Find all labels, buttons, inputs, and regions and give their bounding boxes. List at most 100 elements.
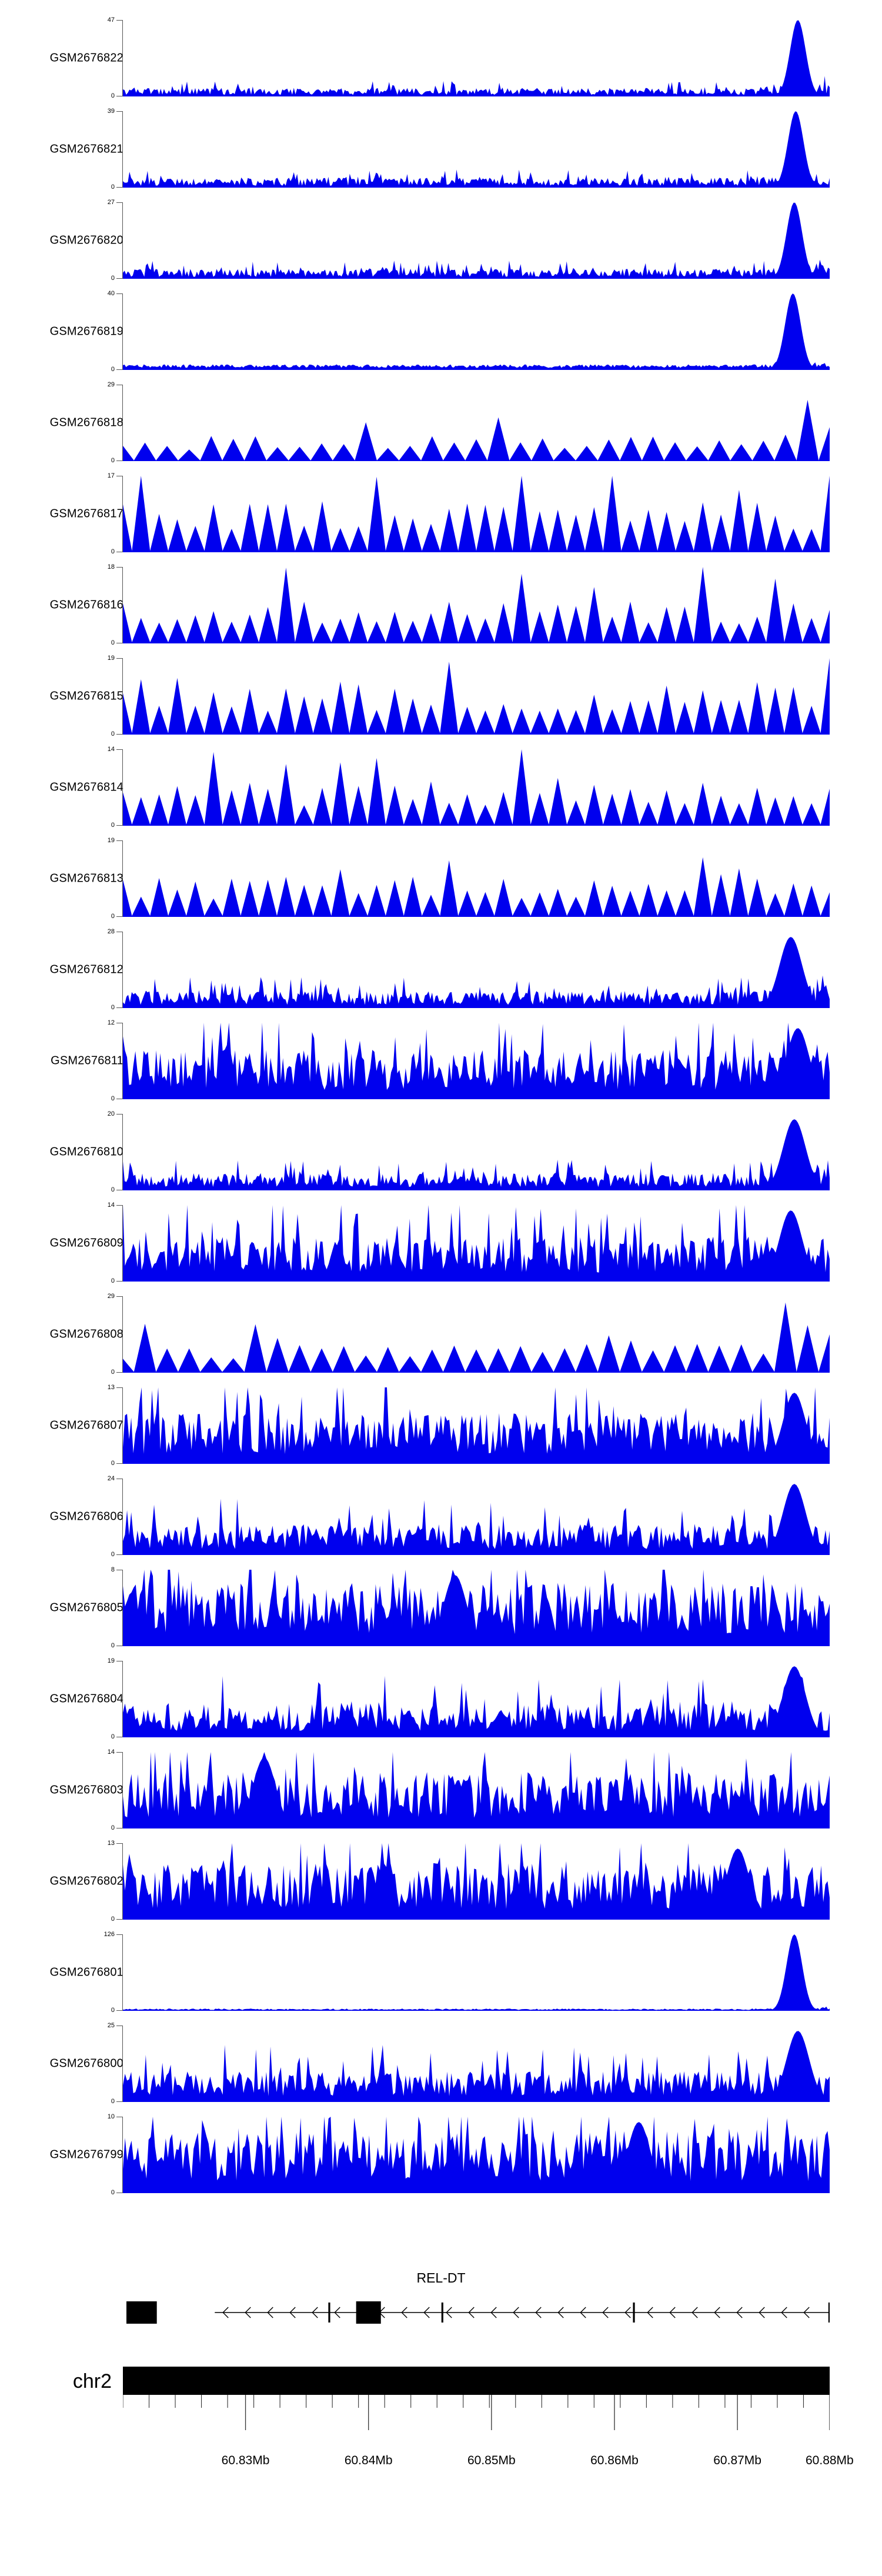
track-y-axis: 20 0 — [108, 1111, 123, 1193]
y-axis-min-label: 0 — [111, 2189, 115, 2196]
y-axis-max-label: 25 — [107, 2022, 115, 2029]
coverage-track[interactable]: GSM2676818 29 0 — [0, 381, 882, 464]
y-axis-min-tick — [116, 1372, 123, 1373]
coverage-plot[interactable] — [123, 2117, 830, 2193]
coverage-plot[interactable] — [123, 1296, 830, 1373]
track-y-axis: 19 0 — [108, 655, 123, 738]
coverage-plot[interactable] — [123, 2026, 830, 2102]
y-axis-min-label: 0 — [111, 1095, 115, 1102]
strand-arrow-left-icon — [446, 2307, 452, 2318]
y-axis-min-tick — [116, 916, 123, 917]
y-axis-min-label: 0 — [111, 730, 115, 738]
coverage-plot[interactable] — [123, 1661, 830, 1737]
coverage-track[interactable]: GSM2676811 12 0 — [0, 1020, 882, 1102]
coverage-plot[interactable] — [123, 1023, 830, 1099]
strand-arrow-left-icon — [803, 2307, 810, 2318]
coverage-track[interactable]: GSM2676820 27 0 — [0, 199, 882, 282]
track-sample-label: GSM2676815 — [49, 689, 123, 703]
coverage-plot[interactable] — [123, 1387, 830, 1464]
coverage-track[interactable]: GSM2676800 25 0 — [0, 2022, 882, 2105]
coverage-track[interactable]: GSM2676806 24 0 — [0, 1475, 882, 1558]
coverage-track[interactable]: GSM2676807 13 0 — [0, 1384, 882, 1467]
track-y-axis: 14 0 — [108, 1749, 123, 1831]
coverage-plot[interactable] — [123, 932, 830, 1008]
coverage-plot[interactable] — [123, 293, 830, 370]
coverage-plot[interactable] — [123, 1114, 830, 1190]
coverage-track[interactable]: GSM2676802 13 0 — [0, 1840, 882, 1923]
coverage-plot[interactable] — [123, 658, 830, 735]
track-sample-label: GSM2676809 — [49, 1236, 123, 1250]
gene-name-label: REL-DT — [416, 2270, 466, 2285]
coverage-track[interactable]: GSM2676808 29 0 — [0, 1293, 882, 1376]
track-sample-label: GSM2676812 — [49, 963, 123, 976]
y-axis-max-label: 19 — [107, 1657, 115, 1664]
y-axis-max-tick — [116, 202, 123, 203]
strand-arrow-left-icon — [669, 2307, 676, 2318]
coverage-track[interactable]: GSM2676821 39 0 — [0, 108, 882, 191]
coverage-track[interactable]: GSM2676812 28 0 — [0, 929, 882, 1011]
track-y-axis: 126 0 — [104, 1931, 123, 2014]
coverage-track[interactable]: GSM2676814 14 0 — [0, 746, 882, 829]
coverage-plot[interactable] — [123, 1479, 830, 1555]
coverage-track[interactable]: GSM2676816 18 0 — [0, 564, 882, 646]
strand-arrow-left-icon — [401, 2307, 407, 2318]
track-sample-label: GSM2676818 — [49, 416, 123, 429]
y-axis-min-label: 0 — [111, 1824, 115, 1831]
y-axis-max-label: 29 — [107, 381, 115, 388]
y-axis-max-tick — [116, 658, 123, 659]
track-y-axis: 12 0 — [108, 1020, 123, 1102]
y-axis-min-tick — [116, 1281, 123, 1282]
coverage-track[interactable]: GSM2676801 126 0 — [0, 1931, 882, 2014]
coverage-track[interactable]: GSM2676810 20 0 — [0, 1111, 882, 1193]
strand-arrow-left-icon — [267, 2307, 273, 2318]
y-axis-min-tick — [116, 2101, 123, 2102]
y-axis-max-label: 14 — [107, 1202, 115, 1209]
genomic-ruler: 60.83Mb 60.84Mb 60.85Mb 60.86Mb 60.87Mb 60.88… — [123, 2395, 854, 2489]
y-axis-min-tick — [116, 278, 123, 279]
gene-exon-block — [356, 2301, 381, 2324]
gene-model-track[interactable] — [123, 2295, 830, 2330]
gene-boundary-mark — [828, 2303, 830, 2323]
y-axis-max-label: 39 — [107, 108, 115, 115]
track-sample-label: GSM2676816 — [49, 598, 123, 612]
track-sample-label: GSM2676800 — [49, 2057, 123, 2070]
y-axis-min-label: 0 — [111, 913, 115, 920]
y-axis-min-label: 0 — [111, 1916, 115, 1923]
coverage-plot[interactable] — [123, 385, 830, 461]
y-axis-max-label: 19 — [107, 837, 115, 844]
coverage-track[interactable]: GSM2676817 17 0 — [0, 473, 882, 555]
y-axis-min-label: 0 — [111, 548, 115, 555]
genomic-axis-panel: chr2 60.83Mb 60.84Mb 60.85Mb 60.86Mb 60.87Mb… — [0, 2358, 882, 2494]
coverage-plot[interactable] — [123, 1205, 830, 1282]
coverage-track[interactable]: GSM2676804 19 0 — [0, 1657, 882, 1740]
coverage-plot[interactable] — [123, 567, 830, 643]
strand-arrow-left-icon — [781, 2307, 787, 2318]
coverage-track[interactable]: GSM2676805 8 0 — [0, 1567, 882, 1649]
coverage-plot[interactable] — [123, 1934, 830, 2011]
y-axis-max-tick — [116, 1387, 123, 1388]
coverage-plot[interactable] — [123, 476, 830, 552]
coverage-track[interactable]: GSM2676799 10 0 — [0, 2114, 882, 2196]
coverage-plot[interactable] — [123, 202, 830, 279]
track-y-axis: 14 0 — [108, 1202, 123, 1284]
coverage-track[interactable]: GSM2676819 40 0 — [0, 290, 882, 373]
y-axis-max-label: 19 — [107, 655, 115, 662]
coverage-plot[interactable] — [123, 840, 830, 917]
coverage-plot[interactable] — [123, 1752, 830, 1828]
coverage-track[interactable]: GSM2676822 47 0 — [0, 17, 882, 99]
y-axis-max-label: 40 — [107, 290, 115, 297]
coverage-track[interactable]: GSM2676813 19 0 — [0, 837, 882, 920]
coverage-plot[interactable] — [123, 111, 830, 188]
coverage-track[interactable]: GSM2676809 14 0 — [0, 1202, 882, 1284]
coverage-plot[interactable] — [123, 1570, 830, 1646]
coverage-plot[interactable] — [123, 749, 830, 826]
y-axis-max-tick — [116, 1934, 123, 1935]
coverage-plot[interactable] — [123, 20, 830, 96]
track-sample-label: GSM2676813 — [49, 872, 123, 885]
coverage-track[interactable]: GSM2676815 19 0 — [0, 655, 882, 738]
y-axis-max-label: 24 — [107, 1475, 115, 1482]
y-axis-max-tick — [116, 1843, 123, 1844]
coverage-track[interactable]: GSM2676803 14 0 — [0, 1749, 882, 1831]
y-axis-min-tick — [116, 1007, 123, 1008]
coverage-plot[interactable] — [123, 1843, 830, 1920]
